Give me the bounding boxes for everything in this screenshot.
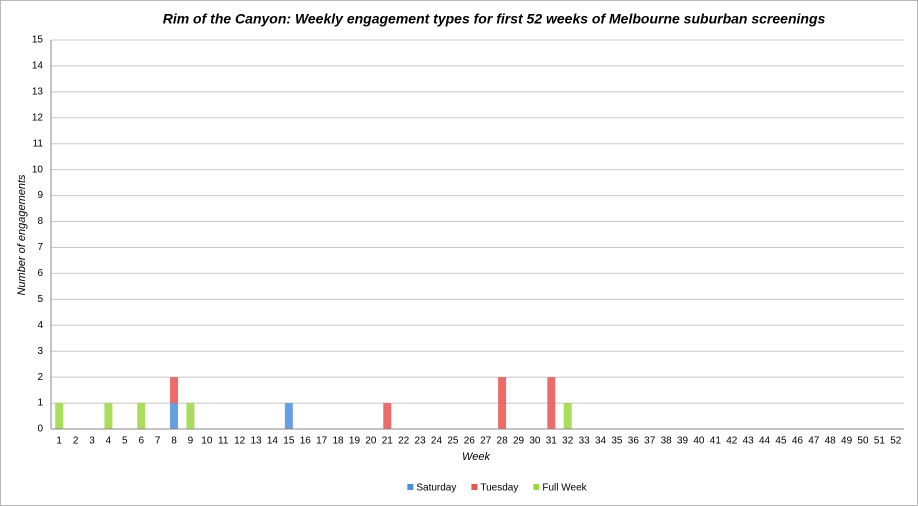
x-tick-label: 9 bbox=[188, 436, 194, 447]
x-tick-label: 46 bbox=[792, 436, 804, 447]
x-tick-label: 51 bbox=[874, 436, 886, 447]
bar-segment bbox=[55, 403, 64, 429]
x-tick-label: 21 bbox=[382, 436, 394, 447]
x-tick-label: 7 bbox=[155, 436, 161, 447]
x-tick-label: 4 bbox=[106, 436, 112, 447]
x-tick-label: 10 bbox=[201, 436, 213, 447]
y-tick-label: 5 bbox=[37, 294, 43, 305]
bar-segment bbox=[383, 403, 392, 429]
x-tick-label: 30 bbox=[529, 436, 541, 447]
x-tick-label: 3 bbox=[89, 436, 95, 447]
x-tick-label: 49 bbox=[841, 436, 853, 447]
x-tick-label: 33 bbox=[579, 436, 591, 447]
x-tick-label: 43 bbox=[743, 436, 755, 447]
x-tick-label: 36 bbox=[628, 436, 640, 447]
x-tick-label: 24 bbox=[431, 436, 443, 447]
y-tick-label: 4 bbox=[37, 320, 43, 331]
x-tick-label: 35 bbox=[611, 436, 623, 447]
x-tick-label: 29 bbox=[513, 436, 525, 447]
x-tick-label: 22 bbox=[398, 436, 410, 447]
x-tick-label: 42 bbox=[726, 436, 738, 447]
legend-swatch bbox=[407, 484, 414, 490]
x-tick-label: 38 bbox=[661, 436, 673, 447]
legend-label: Tuesday bbox=[480, 483, 518, 494]
bar-segment bbox=[137, 403, 146, 429]
x-tick-label: 31 bbox=[546, 436, 558, 447]
y-tick-label: 12 bbox=[32, 112, 44, 123]
x-tick-label: 25 bbox=[447, 436, 459, 447]
x-tick-label: 20 bbox=[365, 436, 377, 447]
x-tick-label: 1 bbox=[56, 436, 62, 447]
y-tick-label: 3 bbox=[37, 346, 43, 357]
legend-label: Saturday bbox=[416, 483, 456, 494]
x-tick-label: 32 bbox=[562, 436, 574, 447]
y-tick-label: 1 bbox=[37, 398, 43, 409]
y-tick-label: 14 bbox=[32, 61, 44, 72]
x-tick-label: 2 bbox=[73, 436, 79, 447]
x-tick-label: 6 bbox=[138, 436, 144, 447]
y-axis-title: Number of engagements bbox=[16, 174, 28, 296]
x-tick-label: 48 bbox=[825, 436, 837, 447]
x-tick-label: 26 bbox=[464, 436, 476, 447]
bar-segment bbox=[104, 403, 113, 429]
legend-swatch bbox=[533, 484, 540, 490]
bar-segment bbox=[186, 403, 195, 429]
bar-segment bbox=[284, 403, 293, 429]
x-tick-label: 5 bbox=[122, 436, 128, 447]
x-tick-label: 52 bbox=[890, 436, 902, 447]
x-tick-label: 19 bbox=[349, 436, 361, 447]
bar-segment bbox=[498, 377, 507, 429]
bar-segment bbox=[547, 377, 556, 429]
y-tick-label: 10 bbox=[32, 164, 44, 175]
x-tick-label: 28 bbox=[497, 436, 509, 447]
legend-swatch bbox=[471, 484, 478, 490]
chart-title: Rim of the Canyon: Weekly engagement typ… bbox=[163, 11, 826, 27]
x-tick-label: 47 bbox=[808, 436, 820, 447]
y-tick-label: 8 bbox=[37, 216, 43, 227]
y-tick-label: 0 bbox=[37, 424, 43, 435]
x-tick-label: 13 bbox=[250, 436, 262, 447]
x-tick-label: 37 bbox=[644, 436, 656, 447]
x-tick-label: 12 bbox=[234, 436, 246, 447]
x-axis-title: Week bbox=[462, 451, 490, 463]
x-tick-label: 39 bbox=[677, 436, 689, 447]
x-tick-label: 34 bbox=[595, 436, 607, 447]
x-tick-label: 44 bbox=[759, 436, 771, 447]
y-tick-label: 7 bbox=[37, 242, 43, 253]
bar-segment bbox=[170, 403, 179, 429]
legend-label: Full Week bbox=[542, 483, 587, 494]
x-tick-label: 11 bbox=[218, 436, 229, 447]
x-tick-label: 23 bbox=[415, 436, 427, 447]
x-tick-label: 17 bbox=[316, 436, 328, 447]
x-tick-label: 27 bbox=[480, 436, 492, 447]
y-tick-label: 9 bbox=[37, 190, 43, 201]
x-tick-label: 41 bbox=[710, 436, 722, 447]
x-tick-label: 15 bbox=[283, 436, 295, 447]
x-tick-label: 8 bbox=[171, 436, 177, 447]
x-tick-label: 16 bbox=[300, 436, 312, 447]
y-tick-label: 11 bbox=[33, 138, 44, 149]
x-tick-label: 50 bbox=[857, 436, 869, 447]
x-tick-label: 14 bbox=[267, 436, 279, 447]
bar-segment bbox=[563, 403, 572, 429]
x-tick-label: 40 bbox=[693, 436, 705, 447]
x-tick-label: 45 bbox=[775, 436, 787, 447]
y-tick-label: 2 bbox=[37, 372, 43, 383]
y-tick-label: 13 bbox=[32, 87, 44, 98]
y-tick-label: 6 bbox=[37, 268, 43, 279]
x-tick-label: 18 bbox=[333, 436, 345, 447]
y-tick-label: 15 bbox=[32, 35, 44, 46]
bar-segment bbox=[170, 377, 179, 404]
